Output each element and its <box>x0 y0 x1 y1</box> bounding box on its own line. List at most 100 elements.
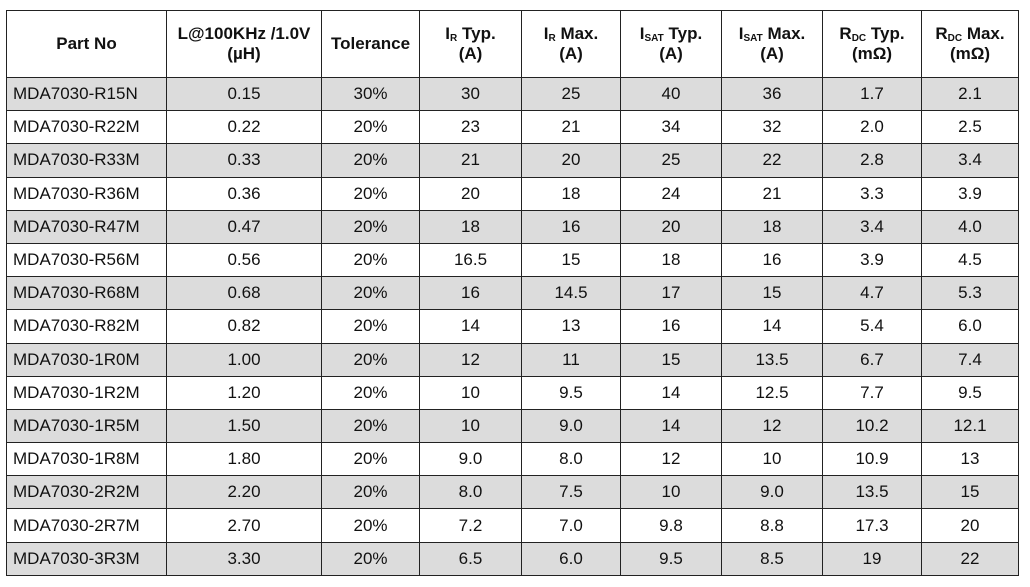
cell-inductance: 0.36 <box>166 176 322 211</box>
cell-inductance: 0.33 <box>166 143 322 178</box>
cell-inductance: 0.15 <box>166 76 322 112</box>
header-isat-max: ISAT Max. (A) <box>721 10 823 78</box>
cell-tolerance: 20% <box>321 276 420 311</box>
cell-isat-typ: 40 <box>620 76 722 112</box>
cell-ir-typ: 10 <box>419 408 522 444</box>
cell-isat-typ: 17 <box>620 276 722 311</box>
cell-ir-max: 15 <box>521 242 621 278</box>
cell-isat-typ: 20 <box>620 209 722 244</box>
cell-part-no: MDA7030-R47M <box>6 209 167 244</box>
cell-tolerance: 20% <box>321 541 420 576</box>
cell-rdc-max: 4.0 <box>921 209 1019 244</box>
cell-inductance: 0.56 <box>166 242 322 278</box>
cell-rdc-max: 9.5 <box>921 375 1019 410</box>
cell-rdc-typ: 2.8 <box>822 143 922 178</box>
cell-isat-max: 36 <box>721 76 823 112</box>
cell-ir-max: 9.5 <box>521 375 621 410</box>
cell-part-no: MDA7030-1R0M <box>6 342 167 377</box>
cell-ir-max: 25 <box>521 76 621 112</box>
cell-tolerance: 30% <box>321 76 420 112</box>
cell-isat-max: 10 <box>721 442 823 477</box>
cell-ir-max: 21 <box>521 110 621 145</box>
cell-isat-typ: 9.5 <box>620 541 722 576</box>
header-rdc-typ: RDC Typ. (mΩ) <box>822 10 922 78</box>
cell-rdc-typ: 1.7 <box>822 76 922 112</box>
cell-isat-max: 9.0 <box>721 475 823 510</box>
cell-ir-typ: 7.2 <box>419 508 522 543</box>
cell-ir-max: 11 <box>521 342 621 377</box>
cell-inductance: 0.68 <box>166 276 322 311</box>
cell-rdc-typ: 10.2 <box>822 408 922 444</box>
table-row: MDA7030-2R2M 2.20 20% 8.0 7.5 10 9.0 13.5 15 <box>6 475 1019 510</box>
cell-isat-typ: 15 <box>620 342 722 377</box>
header-isat-typ: ISAT Typ. (A) <box>620 10 722 78</box>
cell-rdc-typ: 5.4 <box>822 309 922 344</box>
cell-isat-max: 21 <box>721 176 823 211</box>
cell-part-no: MDA7030-2R2M <box>6 475 167 510</box>
cell-ir-max: 16 <box>521 209 621 244</box>
cell-inductance: 1.80 <box>166 442 322 477</box>
cell-isat-typ: 24 <box>620 176 722 211</box>
table-row: MDA7030-1R2M 1.20 20% 10 9.5 14 12.5 7.7 9.5 <box>6 375 1019 410</box>
cell-part-no: MDA7030-3R3M <box>6 541 167 576</box>
cell-isat-typ: 9.8 <box>620 508 722 543</box>
cell-part-no: MDA7030-R33M <box>6 143 167 178</box>
cell-ir-typ: 20 <box>419 176 522 211</box>
spec-table-container: Part No L@100KHz /1.0V (µH) Tolerance IR… <box>6 10 1019 576</box>
cell-rdc-max: 2.1 <box>921 76 1019 112</box>
cell-tolerance: 20% <box>321 475 420 510</box>
cell-part-no: MDA7030-R15N <box>6 76 167 112</box>
cell-part-no: MDA7030-R36M <box>6 176 167 211</box>
cell-inductance: 1.20 <box>166 375 322 410</box>
header-ir-max: IR Max. (A) <box>521 10 621 78</box>
cell-tolerance: 20% <box>321 143 420 178</box>
cell-isat-typ: 18 <box>620 242 722 278</box>
cell-ir-max: 6.0 <box>521 541 621 576</box>
cell-rdc-max: 7.4 <box>921 342 1019 377</box>
cell-ir-typ: 21 <box>419 143 522 178</box>
cell-rdc-typ: 6.7 <box>822 342 922 377</box>
cell-isat-typ: 12 <box>620 442 722 477</box>
header-ir-typ: IR Typ. (A) <box>419 10 522 78</box>
cell-isat-typ: 16 <box>620 309 722 344</box>
cell-rdc-max: 13 <box>921 442 1019 477</box>
header-row: Part No L@100KHz /1.0V (µH) Tolerance IR… <box>6 10 1019 78</box>
cell-rdc-typ: 3.4 <box>822 209 922 244</box>
cell-isat-max: 14 <box>721 309 823 344</box>
cell-ir-typ: 14 <box>419 309 522 344</box>
cell-ir-max: 7.5 <box>521 475 621 510</box>
cell-rdc-typ: 3.3 <box>822 176 922 211</box>
cell-isat-max: 22 <box>721 143 823 178</box>
table-row: MDA7030-1R0M 1.00 20% 12 11 15 13.5 6.7 7.4 <box>6 342 1019 377</box>
table-row: MDA7030-R33M 0.33 20% 21 20 25 22 2.8 3.4 <box>6 143 1019 178</box>
cell-ir-typ: 23 <box>419 110 522 145</box>
cell-rdc-typ: 3.9 <box>822 242 922 278</box>
cell-part-no: MDA7030-R82M <box>6 309 167 344</box>
cell-ir-max: 20 <box>521 143 621 178</box>
cell-ir-typ: 6.5 <box>419 541 522 576</box>
cell-part-no: MDA7030-1R5M <box>6 408 167 444</box>
cell-isat-max: 12 <box>721 408 823 444</box>
cell-rdc-max: 4.5 <box>921 242 1019 278</box>
cell-rdc-max: 3.9 <box>921 176 1019 211</box>
cell-tolerance: 20% <box>321 375 420 410</box>
cell-part-no: MDA7030-R56M <box>6 242 167 278</box>
cell-isat-typ: 25 <box>620 143 722 178</box>
cell-inductance: 0.22 <box>166 110 322 145</box>
cell-isat-max: 12.5 <box>721 375 823 410</box>
cell-ir-typ: 30 <box>419 76 522 112</box>
cell-inductance: 1.50 <box>166 408 322 444</box>
cell-rdc-typ: 10.9 <box>822 442 922 477</box>
cell-rdc-max: 15 <box>921 475 1019 510</box>
table-row: MDA7030-2R7M 2.70 20% 7.2 7.0 9.8 8.8 17.3 20 <box>6 508 1019 543</box>
cell-part-no: MDA7030-2R7M <box>6 508 167 543</box>
cell-rdc-max: 5.3 <box>921 276 1019 311</box>
cell-rdc-typ: 17.3 <box>822 508 922 543</box>
table-row: MDA7030-R82M 0.82 20% 14 13 16 14 5.4 6.0 <box>6 309 1019 344</box>
cell-inductance: 2.20 <box>166 475 322 510</box>
cell-rdc-max: 22 <box>921 541 1019 576</box>
cell-inductance: 2.70 <box>166 508 322 543</box>
header-tolerance: Tolerance <box>321 10 420 78</box>
cell-ir-max: 13 <box>521 309 621 344</box>
table-row: MDA7030-1R8M 1.80 20% 9.0 8.0 12 10 10.9 13 <box>6 442 1019 477</box>
